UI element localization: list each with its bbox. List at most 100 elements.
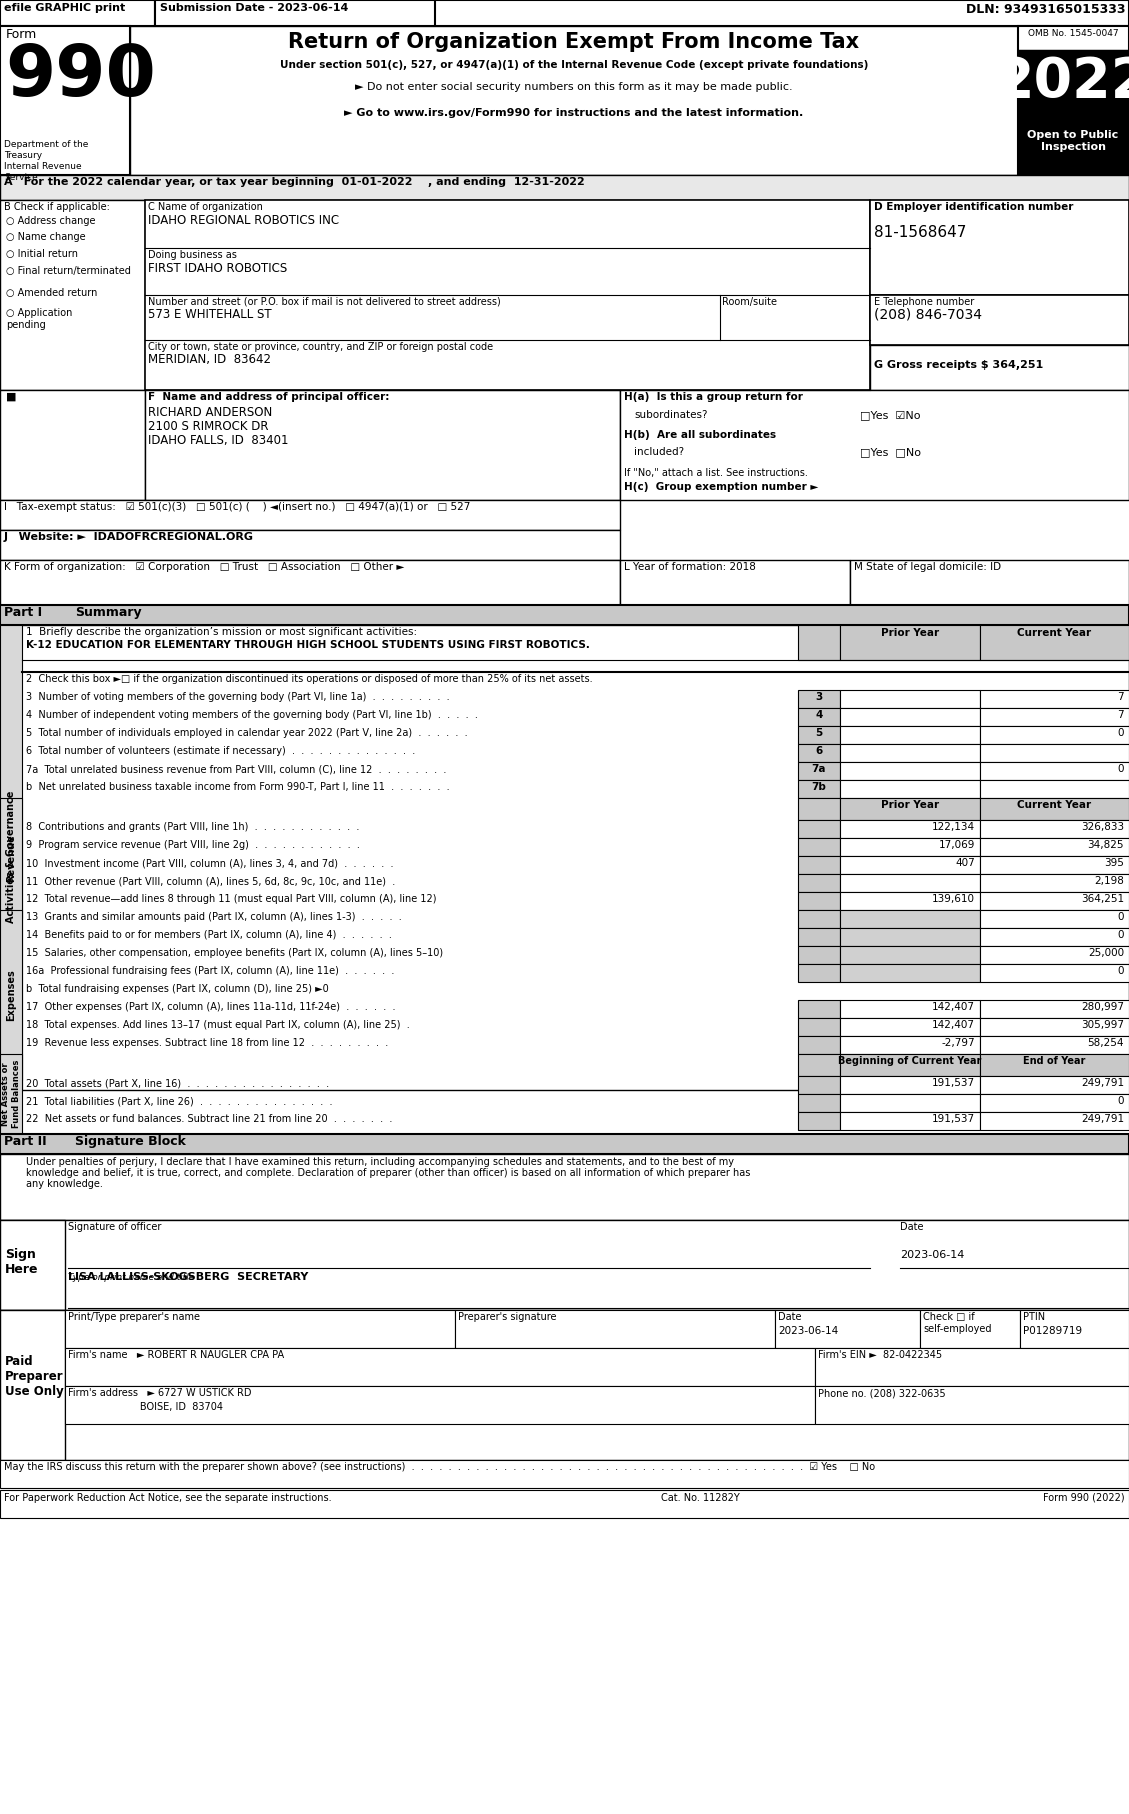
Bar [840,1054,980,1076]
Bar [65,1310,455,1348]
Text: Signature Block: Signature Block [75,1136,186,1148]
Text: Phone no. (208) 322-0635: Phone no. (208) 322-0635 [819,1388,946,1399]
Bar [798,892,840,911]
Bar [1018,51,1129,125]
Text: 2023-06-14: 2023-06-14 [900,1250,964,1261]
Bar [840,762,980,780]
Text: ► Do not enter social security numbers on this form as it may be made public.: ► Do not enter social security numbers o… [356,82,793,93]
Bar [798,1076,840,1094]
Text: 15  Salaries, other compensation, employee benefits (Part IX, column (A), lines : 15 Salaries, other compensation, employe… [26,949,443,958]
Text: 280,997: 280,997 [1080,1001,1124,1012]
Text: Part II: Part II [5,1136,46,1148]
Text: H(c)  Group exemption number ►: H(c) Group exemption number ► [624,483,819,492]
Text: 2022: 2022 [996,54,1129,109]
Text: E Telephone number: E Telephone number [874,297,974,307]
Text: I   Tax-exempt status:   ☑ 501(c)(3)   □ 501(c) (    ) ◄(insert no.)   □ 4947(a): I Tax-exempt status: ☑ 501(c)(3) □ 501(c… [5,502,471,512]
Text: IDAHO REGIONAL ROBOTICS INC: IDAHO REGIONAL ROBOTICS INC [148,214,339,227]
Text: Check □ if
self-employed: Check □ if self-employed [924,1312,991,1333]
Text: 7b: 7b [812,782,826,793]
Bar [130,25,1018,174]
Bar [155,0,435,25]
Bar [798,1018,840,1036]
Text: K Form of organization:   ☑ Corporation   □ Trust   □ Association   □ Other ►: K Form of organization: ☑ Corporation □ … [5,562,404,571]
Text: 10  Investment income (Part VIII, column (A), lines 3, 4, and 7d)  .  .  .  .  .: 10 Investment income (Part VIII, column … [26,858,394,869]
Bar [840,1000,980,1018]
Text: 364,251: 364,251 [1080,894,1124,903]
Bar [815,1386,1129,1424]
Bar [840,874,980,892]
Text: 22  Net assets or fund balances. Subtract line 21 from line 20  .  .  .  .  .  .: 22 Net assets or fund balances. Subtract… [26,1114,393,1125]
Bar [0,25,130,174]
Text: 573 E WHITEHALL ST: 573 E WHITEHALL ST [148,308,272,321]
Bar [840,726,980,744]
Bar [0,1054,21,1134]
Text: subordinates?: subordinates? [634,410,708,421]
Text: MERIDIAN, ID  83642: MERIDIAN, ID 83642 [148,354,271,366]
Bar [0,1310,65,1460]
Text: 17  Other expenses (Part IX, column (A), lines 11a-11d, 11f-24e)  .  .  .  .  . : 17 Other expenses (Part IX, column (A), … [26,1001,395,1012]
Text: B Check if applicable:: B Check if applicable: [5,201,110,212]
Bar [798,1054,840,1076]
Bar [980,1076,1129,1094]
Text: b  Total fundraising expenses (Part IX, column (D), line 25) ►0: b Total fundraising expenses (Part IX, c… [26,983,329,994]
Text: Firm's address   ► 6727 W USTICK RD: Firm's address ► 6727 W USTICK RD [68,1388,252,1399]
Bar [620,390,1129,501]
Text: 7a: 7a [812,764,826,775]
Text: For Paperwork Reduction Act Notice, see the separate instructions.: For Paperwork Reduction Act Notice, see … [5,1493,332,1504]
Text: 2100 S RIMROCK DR: 2100 S RIMROCK DR [148,421,269,434]
Text: Date: Date [778,1312,802,1322]
Bar [980,762,1129,780]
Text: H(a)  Is this a group return for: H(a) Is this a group return for [624,392,803,403]
Bar [840,798,980,820]
Text: 58,254: 58,254 [1087,1038,1124,1048]
Bar [840,856,980,874]
Text: 2  Check this box ►□ if the organization discontinued its operations or disposed: 2 Check this box ►□ if the organization … [26,675,593,684]
Text: 0: 0 [1118,727,1124,738]
Text: included?: included? [634,446,684,457]
Text: End of Year: End of Year [1023,1056,1085,1067]
Bar [798,689,840,707]
Bar [455,1310,774,1348]
Bar [870,345,1129,390]
Bar [980,892,1129,911]
Text: 12  Total revenue—add lines 8 through 11 (must equal Part VIII, column (A), line: 12 Total revenue—add lines 8 through 11 … [26,894,437,903]
Bar [798,1094,840,1112]
Bar [0,0,1129,25]
Text: J   Website: ►  IDADOFRCREGIONAL.ORG: J Website: ► IDADOFRCREGIONAL.ORG [5,532,254,542]
Text: Type or print name and title: Type or print name and title [68,1273,194,1282]
Text: 1  Briefly describe the organization’s mission or most significant activities:: 1 Briefly describe the organization’s mi… [26,628,417,637]
Bar [980,798,1129,820]
Text: ○ Final return/terminated: ○ Final return/terminated [6,267,131,276]
Text: 249,791: 249,791 [1080,1114,1124,1125]
Text: (208) 846-7034: (208) 846-7034 [874,308,982,323]
Bar [980,820,1129,838]
Text: Beginning of Current Year: Beginning of Current Year [839,1056,982,1067]
Bar [840,744,980,762]
Text: Cat. No. 11282Y: Cat. No. 11282Y [660,1493,739,1504]
Text: Current Year: Current Year [1017,800,1091,811]
Text: Current Year: Current Year [1017,628,1091,639]
Bar [840,892,980,911]
Text: BOISE, ID  83704: BOISE, ID 83704 [68,1402,224,1411]
Text: 191,537: 191,537 [931,1114,975,1125]
Bar [1018,125,1129,174]
Bar [798,762,840,780]
Bar [1018,25,1129,174]
Text: 18  Total expenses. Add lines 13–17 (must equal Part IX, column (A), line 25)  .: 18 Total expenses. Add lines 13–17 (must… [26,1019,410,1030]
Bar [840,963,980,981]
Text: 249,791: 249,791 [1080,1078,1124,1088]
Text: Submission Date - 2023-06-14: Submission Date - 2023-06-14 [160,4,349,13]
Text: 0: 0 [1118,931,1124,940]
Bar [0,1489,1129,1518]
Text: D Employer identification number: D Employer identification number [874,201,1074,212]
Text: Form: Form [6,27,37,42]
Text: 7a  Total unrelated business revenue from Part VIII, column (C), line 12  .  .  : 7a Total unrelated business revenue from… [26,764,446,775]
Bar [840,707,980,726]
Bar [870,200,1129,296]
Text: Sign
Here: Sign Here [5,1248,38,1275]
Bar [0,606,1129,626]
Text: 7: 7 [1118,709,1124,720]
Text: May the IRS discuss this return with the preparer shown above? (see instructions: May the IRS discuss this return with the… [5,1462,875,1471]
Bar [0,911,21,1079]
Text: 122,134: 122,134 [931,822,975,833]
